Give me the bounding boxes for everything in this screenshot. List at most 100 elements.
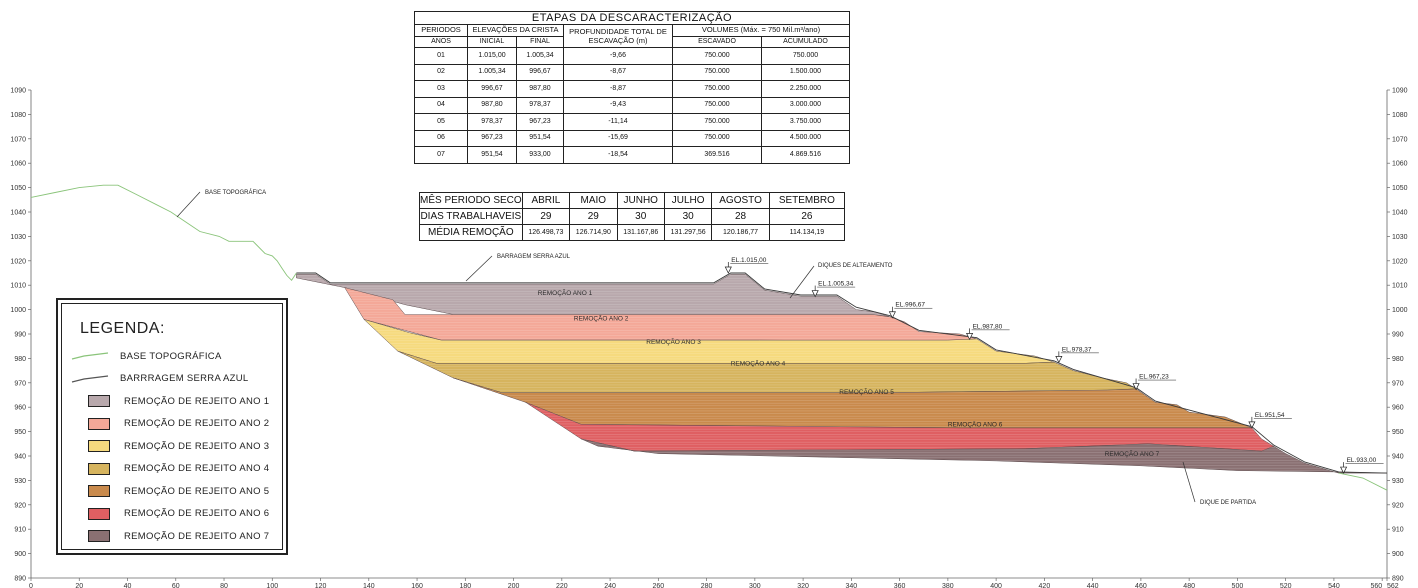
y-tick-label-right: 1000 (1392, 307, 1408, 314)
elevation-label: EL.978,37 (1062, 346, 1092, 353)
y-tick-label-left: 940 (14, 454, 26, 461)
y-tick-label-left: 890 (14, 576, 26, 583)
elevation-label: EL.1.005,34 (818, 281, 853, 288)
zone-label: REMOÇÃO ANO 7 (1105, 449, 1160, 458)
etapas-cell-acumulado: 4.869.516 (761, 146, 850, 164)
etapas-cell-inicial: 1.005,34 (467, 63, 517, 81)
dry-season-meses-cell: MAIO (569, 192, 618, 209)
etapas-cell-acumulado: 750.000 (761, 47, 850, 65)
etapas-cell-ano: 07 (414, 146, 468, 164)
dry-season-table: MÊS PERIODO SECO ABRIL MAIO JUNHO JULHO AGOS… (419, 192, 846, 241)
zone-hatching (296, 275, 1383, 474)
y-tick-label-right: 1080 (1392, 112, 1408, 119)
etapas-cell-ano: 03 (414, 80, 468, 98)
y-tick-label-right: 1020 (1392, 258, 1408, 265)
legend-label: REMOÇÃO DE REJEITO ANO 7 (124, 530, 270, 542)
y-tick-label-left: 1060 (10, 161, 26, 168)
legend-swatch (88, 507, 110, 520)
legend-label: REMOÇÃO DE REJEITO ANO 2 (124, 418, 270, 429)
x-tick-label: 560 (1370, 583, 1382, 588)
etapas-cell-final: 978,37 (516, 96, 564, 114)
x-tick-label: 340 (846, 583, 858, 588)
terrain-lines (30, 184, 1388, 491)
dry-season-meses-cell: ABRIL (521, 192, 571, 209)
etapas-cell-prof: -8,67 (563, 63, 673, 81)
etapas-cell-prof: -8,87 (563, 80, 673, 98)
etapas-cell-escavado: 750.000 (672, 113, 762, 131)
hdr-inicial: INICIAL (467, 35, 517, 48)
elevation-marks: EL.1.015,00 EL.1.005,34 EL.996,67 EL.987,80… (724, 257, 1384, 474)
label-media: MÉDIA REMOÇÃO (419, 224, 523, 241)
x-tick-label: 460 (1135, 583, 1147, 588)
etapas-cell-prof: -9,66 (563, 47, 673, 65)
y-tick-label-left: 1040 (10, 210, 26, 217)
dry-season-meses-cell: JUNHO (616, 192, 665, 209)
x-tick-label: 200 (508, 583, 520, 588)
y-tick-label-left: 1070 (10, 136, 26, 143)
etapas-row: 01 1.015,00 1.005,34 -9,66 750.000 750.000 (414, 47, 850, 65)
etapas-cell-final: 951,54 (516, 129, 564, 147)
legend-item: REMOÇÃO DE REJEITO ANO 6 (70, 507, 269, 521)
dry-season-meses-cell: SETEMBRO (768, 192, 846, 209)
y-tick-label-right: 950 (1392, 429, 1404, 436)
legend-swatch (88, 530, 110, 542)
etapas-cell-final: 1.005,34 (516, 47, 564, 65)
etapas-cell-escavado: 750.000 (672, 80, 762, 98)
y-tick-label-right: 960 (1392, 405, 1404, 412)
legend-item: REMOÇÃO DE REJEITO ANO 7 (70, 529, 269, 543)
y-tick-label-right: 1040 (1392, 210, 1408, 217)
hatch-lines (296, 275, 1383, 474)
x-tick-label: 260 (652, 583, 664, 588)
legend-title: LEGENDA: (80, 320, 165, 337)
etapas-cell-inicial: 951,54 (467, 146, 517, 164)
dry-season-media-cell: 120.186,77 (711, 224, 770, 241)
legend-label: REMOÇÃO DE REJEITO ANO 3 (124, 440, 270, 452)
legend-swatch (88, 462, 110, 475)
x-tick-label: 180 (459, 583, 471, 588)
etapas-cell-inicial: 978,37 (467, 113, 517, 131)
etapas-cell-inicial: 996,67 (467, 80, 517, 98)
legend-label: REMOÇÃO DE REJEITO ANO 1 (124, 395, 270, 407)
y-tick-label-right: 1070 (1392, 136, 1408, 143)
annotation-base-topografica: BASE TOPOGRÁFICA (205, 189, 266, 196)
x-tick-label: 360 (894, 583, 906, 588)
elevation-label: EL.996,67 (895, 302, 925, 309)
legend-item: BASE TOPOGRÁFICA (70, 349, 222, 363)
x-tick-label: 540 (1328, 583, 1340, 588)
etapas-cell-ano: 01 (414, 47, 468, 65)
y-tick-label-right: 1050 (1392, 185, 1408, 192)
x-tick-label: 100 (266, 583, 278, 588)
legend-swatch (88, 417, 110, 430)
legend-label: REMOÇÃO DE REJEITO ANO 4 (124, 463, 270, 474)
x-tick-label: 380 (942, 583, 954, 588)
annotation-diques-alteamento: DIQUES DE ALTEAMENTO (818, 263, 893, 269)
x-tick-label: 280 (701, 583, 713, 588)
annotation-dique-partida: DIQUE DE PARTIDA (1200, 500, 1256, 506)
y-tick-label-left: 1090 (10, 88, 26, 95)
dry-season-media-cell: 131.167,86 (616, 224, 665, 241)
legend-item: REMOÇÃO DE REJEITO ANO 2 (70, 417, 269, 431)
etapas-row: 04 987,80 978,37 -9,43 750.000 3.000.000 (414, 96, 850, 114)
x-tick-label: 500 (1232, 583, 1244, 588)
y-tick-label-right: 980 (1392, 356, 1404, 363)
x-tick-label: 160 (411, 583, 423, 588)
etapas-row: 07 951,54 933,00 -18,54 369.516 4.869.516 (414, 146, 850, 164)
etapas-cell-inicial: 987,80 (467, 96, 517, 114)
hdr-escavado: ESCAVADO (672, 35, 762, 48)
etapas-title: ETAPAS DA DESCARACTERIZAÇÃO (414, 11, 850, 25)
elevation-label: EL.967,23 (1139, 374, 1169, 381)
barragem-line (296, 272, 1388, 474)
legend-line-symbol (71, 374, 109, 383)
label-mes: MÊS PERIODO SECO (419, 192, 523, 209)
etapas-cell-escavado: 369.516 (672, 146, 762, 164)
legend-swatch (88, 485, 110, 497)
y-tick-label-left: 930 (14, 478, 26, 485)
hdr-periodos: PERIODOS (414, 24, 468, 37)
y-tick-label-left: 980 (14, 356, 26, 363)
removal-zones: REMOÇÃO ANO 1 REMOÇÃO ANO 2 REMOÇÃO ANO 3 R… (296, 273, 1388, 474)
hdr-final: FINAL (516, 35, 564, 48)
etapas-cell-acumulado: 3.000.000 (761, 96, 850, 114)
etapas-cell-inicial: 967,23 (467, 129, 517, 147)
elevation-triangle (724, 266, 732, 274)
